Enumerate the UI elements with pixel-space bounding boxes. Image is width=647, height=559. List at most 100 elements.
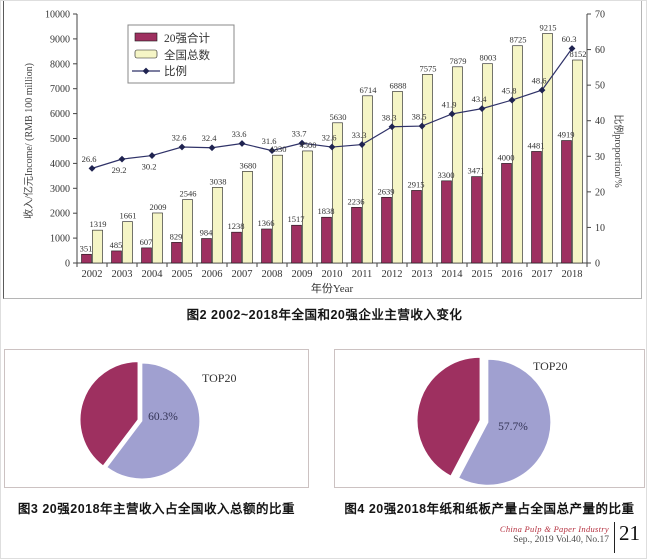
line-value-label: 38.5 <box>412 112 427 122</box>
x-tick-label: 2014 <box>442 269 464 280</box>
left-tick-label: 9000 <box>50 34 70 45</box>
figure3-pie-chart: TOP20 60.3% <box>79 361 236 480</box>
left-tick-label: 4000 <box>50 159 70 170</box>
left-tick-label: 0 <box>65 259 70 270</box>
line-marker-diamond <box>568 45 576 52</box>
bar-top20 <box>111 250 122 264</box>
pie-slice <box>106 362 201 480</box>
line-marker-diamond <box>238 140 246 147</box>
bar-value-label: 351 <box>80 243 93 253</box>
bar-value-label: 3680 <box>240 160 257 170</box>
bar-national <box>572 59 583 264</box>
line-value-label: 33.7 <box>292 129 307 139</box>
bar-top20 <box>531 151 542 264</box>
bar-value-label: 8152 <box>570 49 587 59</box>
bar-value-label: 7879 <box>450 56 467 66</box>
bar-value-label: 5630 <box>330 112 347 122</box>
bar-value-label: 1838 <box>318 206 335 216</box>
issue-info: Sep., 2019 Vol.40, No.17 <box>513 534 609 545</box>
bar-value-label: 4000 <box>498 152 515 162</box>
line-marker-diamond <box>118 155 126 163</box>
bar-top20 <box>351 207 362 264</box>
bar-value-label: 7575 <box>420 63 437 73</box>
line-marker-diamond <box>358 141 366 148</box>
line-marker-diamond <box>148 152 156 159</box>
bar-value-label: 8725 <box>510 35 527 45</box>
bar-top20 <box>171 242 182 264</box>
figure3-caption: 图3 20强2018年主营收入占全国收入总额的比重 <box>17 502 296 516</box>
left-tick-label: 3000 <box>50 184 70 195</box>
x-tick-label: 2016 <box>502 269 523 280</box>
bar-national <box>92 229 103 264</box>
line-marker-diamond <box>142 67 150 75</box>
bar-value-label: 1366 <box>258 218 275 228</box>
bar-top20 <box>381 196 392 264</box>
bar-top20 <box>471 176 482 264</box>
line-marker-diamond <box>508 96 516 104</box>
line-marker-diamond <box>208 144 216 152</box>
bar-top20 <box>561 140 572 264</box>
right-tick-label: 40 <box>595 116 605 127</box>
bar-national <box>122 221 133 264</box>
left-tick-label: 1000 <box>50 234 70 245</box>
pie-value-label: 60.3% <box>148 411 178 423</box>
line-marker-diamond <box>178 143 186 151</box>
bar-value-label: 6888 <box>390 80 407 90</box>
bar-national <box>422 74 433 264</box>
line-value-label: 32.4 <box>202 133 218 143</box>
left-tick-label: 2000 <box>50 209 70 220</box>
x-tick-label: 2007 <box>232 269 253 280</box>
bar-value-label: 1238 <box>228 221 245 231</box>
line-marker-diamond <box>448 110 456 118</box>
left-tick-label: 8000 <box>50 59 70 70</box>
footer-divider <box>614 522 615 553</box>
bar-value-label: 1517 <box>288 214 305 224</box>
line-value-label: 29.2 <box>112 165 127 175</box>
bar-value-label: 8003 <box>480 53 497 63</box>
line-marker-diamond <box>478 105 486 113</box>
pie-slice <box>416 356 481 477</box>
line-value-label: 33.3 <box>352 130 367 140</box>
figure4-panel: TOP20 57.7% <box>334 349 645 488</box>
bar-national <box>542 33 553 264</box>
x-tick-label: 2003 <box>112 269 133 280</box>
bar-national <box>332 122 343 264</box>
line-value-label: 41.9 <box>442 99 457 109</box>
bar-top20 <box>291 224 302 264</box>
bar-national <box>392 91 403 264</box>
pie-slice-name-label: TOP20 <box>533 359 567 373</box>
journal-block: China Pulp & Paper Industry Sep., 2019 V… <box>500 524 609 547</box>
bar-top20 <box>261 228 272 264</box>
figure2-combo-chart: 0100020003000400050006000700080009000100… <box>22 10 625 296</box>
bar-value-label: 9215 <box>540 23 557 33</box>
pie-slice <box>457 358 552 486</box>
line-value-label: 33.6 <box>232 129 247 139</box>
line-value-label: 31.6 <box>262 136 277 146</box>
bar-top20 <box>201 238 212 264</box>
line-marker-diamond <box>538 86 546 94</box>
legend-swatch-national <box>134 49 158 59</box>
legend-label: 全国总数 <box>164 48 210 62</box>
line-marker-diamond <box>268 147 276 154</box>
pie-slice <box>79 361 139 467</box>
bar-value-label: 4500 <box>300 140 317 150</box>
bar-national <box>272 154 283 264</box>
x-tick-label: 2009 <box>292 269 313 280</box>
pie-slice-name-label: TOP20 <box>202 371 236 385</box>
bar-national <box>152 212 163 264</box>
figure4-pie-chart: TOP20 57.7% <box>416 356 567 486</box>
bar-national <box>212 187 223 264</box>
x-tick-label: 2015 <box>472 269 493 280</box>
right-tick-label: 70 <box>595 10 605 21</box>
left-tick-label: 7000 <box>50 84 70 95</box>
left-tick-label: 6000 <box>50 109 70 120</box>
bar-value-label: 3300 <box>438 170 455 180</box>
line-value-label: 60.3 <box>562 34 577 44</box>
x-tick-label: 2010 <box>322 269 343 280</box>
page-footer: China Pulp & Paper Industry Sep., 2019 V… <box>386 520 646 558</box>
bar-top20 <box>441 180 452 264</box>
figure2-panel: 0 1000 2000 3000 4000 5000 6000 7000 8000 9000 100… <box>3 1 642 299</box>
bar-value-label: 2915 <box>408 179 425 189</box>
line-value-label: 32.6 <box>322 133 337 143</box>
